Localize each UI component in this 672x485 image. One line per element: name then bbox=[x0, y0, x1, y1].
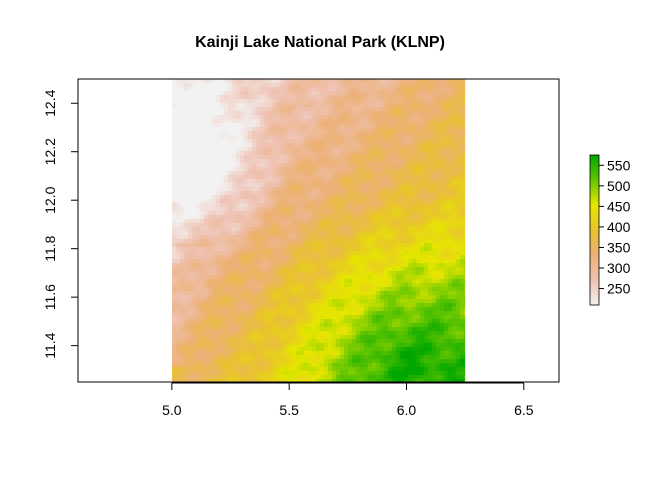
y-tick-label: 12.0 bbox=[42, 186, 58, 213]
x-axis: 5.0 5.5 6.0 6.5 bbox=[162, 383, 534, 418]
x-tick-label: 5.0 bbox=[162, 402, 182, 418]
legend-tick-label: 500 bbox=[607, 178, 631, 194]
y-tick-label: 11.8 bbox=[42, 235, 58, 261]
legend-tick-label: 300 bbox=[607, 260, 631, 276]
y-tick-label: 12.2 bbox=[42, 138, 58, 165]
y-tick-label: 11.6 bbox=[42, 284, 58, 310]
legend-tick-label: 250 bbox=[607, 281, 631, 297]
legend-tick-label: 350 bbox=[607, 239, 631, 255]
legend-tick-label: 450 bbox=[607, 198, 631, 214]
legend-tick-label: 400 bbox=[607, 219, 631, 235]
x-tick-label: 6.5 bbox=[514, 402, 534, 418]
y-tick-label: 12.4 bbox=[42, 89, 58, 116]
elevation-raster bbox=[172, 79, 469, 384]
chart-title: Kainji Lake National Park (KLNP) bbox=[195, 34, 445, 51]
x-tick-label: 5.5 bbox=[279, 402, 299, 418]
legend-tick-label: 550 bbox=[607, 157, 631, 173]
elevation-legend: 250 300 350 400 450 500 550 bbox=[590, 155, 631, 305]
y-tick-label: 11.4 bbox=[42, 332, 58, 358]
x-tick-label: 6.0 bbox=[397, 402, 417, 418]
legend-colorbar bbox=[590, 155, 599, 305]
raster-cells bbox=[172, 79, 469, 384]
y-axis: 11.4 11.6 11.8 12.0 12.2 12.4 bbox=[42, 89, 78, 358]
